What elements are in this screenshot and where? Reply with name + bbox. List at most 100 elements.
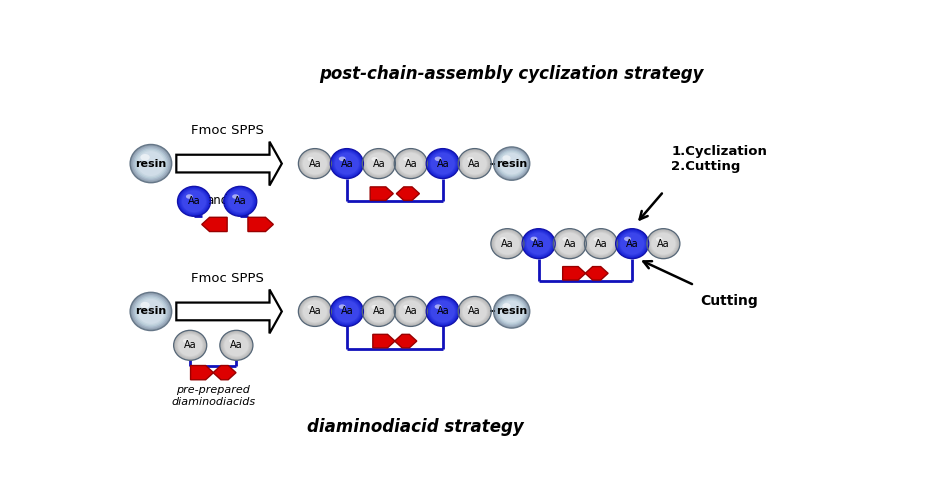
Ellipse shape xyxy=(434,157,442,161)
Text: resin: resin xyxy=(135,159,166,168)
Ellipse shape xyxy=(227,190,253,213)
Ellipse shape xyxy=(136,150,166,177)
Ellipse shape xyxy=(428,150,458,177)
Polygon shape xyxy=(177,142,282,185)
Ellipse shape xyxy=(461,151,488,176)
Ellipse shape xyxy=(330,296,364,327)
Ellipse shape xyxy=(224,186,257,216)
Ellipse shape xyxy=(299,296,331,327)
Ellipse shape xyxy=(496,149,527,178)
Ellipse shape xyxy=(180,189,208,214)
Ellipse shape xyxy=(494,295,530,328)
Ellipse shape xyxy=(339,157,346,161)
Ellipse shape xyxy=(620,233,644,254)
Text: Aa: Aa xyxy=(469,159,481,168)
Polygon shape xyxy=(248,217,273,232)
Ellipse shape xyxy=(224,334,248,356)
Ellipse shape xyxy=(495,296,528,327)
Ellipse shape xyxy=(584,229,618,258)
Ellipse shape xyxy=(525,231,552,256)
Text: Aa: Aa xyxy=(309,307,321,317)
Ellipse shape xyxy=(460,298,489,325)
Ellipse shape xyxy=(523,230,554,258)
Polygon shape xyxy=(213,365,236,380)
Ellipse shape xyxy=(219,331,253,360)
Ellipse shape xyxy=(500,237,507,241)
Text: Aa: Aa xyxy=(436,307,449,317)
Ellipse shape xyxy=(398,152,424,175)
Ellipse shape xyxy=(530,237,538,241)
Ellipse shape xyxy=(135,149,167,179)
Ellipse shape xyxy=(175,331,206,359)
Text: Aa: Aa xyxy=(436,159,449,168)
Ellipse shape xyxy=(467,157,474,161)
Ellipse shape xyxy=(588,232,614,255)
Ellipse shape xyxy=(431,301,455,323)
Ellipse shape xyxy=(138,151,165,176)
Ellipse shape xyxy=(365,150,393,177)
Ellipse shape xyxy=(498,298,526,325)
Ellipse shape xyxy=(133,147,168,180)
Text: Aa: Aa xyxy=(309,159,321,168)
Ellipse shape xyxy=(334,300,360,323)
Ellipse shape xyxy=(502,155,511,161)
Ellipse shape xyxy=(232,194,239,199)
Ellipse shape xyxy=(459,150,490,178)
Ellipse shape xyxy=(496,233,520,254)
Text: resin: resin xyxy=(496,159,527,168)
Ellipse shape xyxy=(331,297,363,326)
Ellipse shape xyxy=(130,292,172,331)
Ellipse shape xyxy=(302,152,328,175)
Ellipse shape xyxy=(593,237,600,241)
Ellipse shape xyxy=(299,150,330,178)
Ellipse shape xyxy=(648,230,678,257)
Ellipse shape xyxy=(303,301,327,323)
Ellipse shape xyxy=(332,150,362,177)
Text: Aa: Aa xyxy=(234,196,246,206)
Text: post-chain-assembly cyclization strategy: post-chain-assembly cyclization strategy xyxy=(319,65,703,83)
Text: and: and xyxy=(206,194,228,207)
Ellipse shape xyxy=(430,152,456,175)
Ellipse shape xyxy=(399,153,423,174)
Text: resin: resin xyxy=(496,307,527,317)
Ellipse shape xyxy=(364,297,394,326)
Ellipse shape xyxy=(181,190,207,213)
Text: Aa: Aa xyxy=(626,239,639,248)
Ellipse shape xyxy=(526,233,551,254)
Ellipse shape xyxy=(647,230,679,258)
Ellipse shape xyxy=(553,229,586,258)
Ellipse shape xyxy=(399,301,423,323)
Ellipse shape xyxy=(179,334,202,356)
Text: Aa: Aa xyxy=(657,239,670,248)
Ellipse shape xyxy=(395,297,427,326)
Ellipse shape xyxy=(365,298,393,325)
Ellipse shape xyxy=(462,300,487,323)
Text: 1.Cyclization
2.Cutting: 1.Cyclization 2.Cutting xyxy=(671,145,767,173)
Ellipse shape xyxy=(333,151,361,176)
Ellipse shape xyxy=(299,149,331,178)
Text: Aa: Aa xyxy=(373,159,385,168)
Ellipse shape xyxy=(494,231,521,256)
Text: Aa: Aa xyxy=(340,307,353,317)
Ellipse shape xyxy=(182,338,190,343)
Ellipse shape xyxy=(135,296,167,327)
Ellipse shape xyxy=(494,147,530,180)
Ellipse shape xyxy=(131,294,170,329)
Ellipse shape xyxy=(226,189,254,214)
Ellipse shape xyxy=(555,230,585,257)
Ellipse shape xyxy=(426,296,459,327)
Text: Fmoc SPPS: Fmoc SPPS xyxy=(192,272,264,285)
Ellipse shape xyxy=(220,331,252,359)
Ellipse shape xyxy=(140,302,150,309)
Text: Aa: Aa xyxy=(340,159,353,168)
Ellipse shape xyxy=(229,338,235,343)
Ellipse shape xyxy=(428,298,458,325)
Ellipse shape xyxy=(500,301,524,322)
Ellipse shape xyxy=(502,303,511,309)
Text: Aa: Aa xyxy=(501,239,513,248)
Ellipse shape xyxy=(651,233,675,254)
Ellipse shape xyxy=(179,188,208,215)
Ellipse shape xyxy=(461,299,488,324)
Ellipse shape xyxy=(394,149,428,178)
Ellipse shape xyxy=(371,157,378,161)
